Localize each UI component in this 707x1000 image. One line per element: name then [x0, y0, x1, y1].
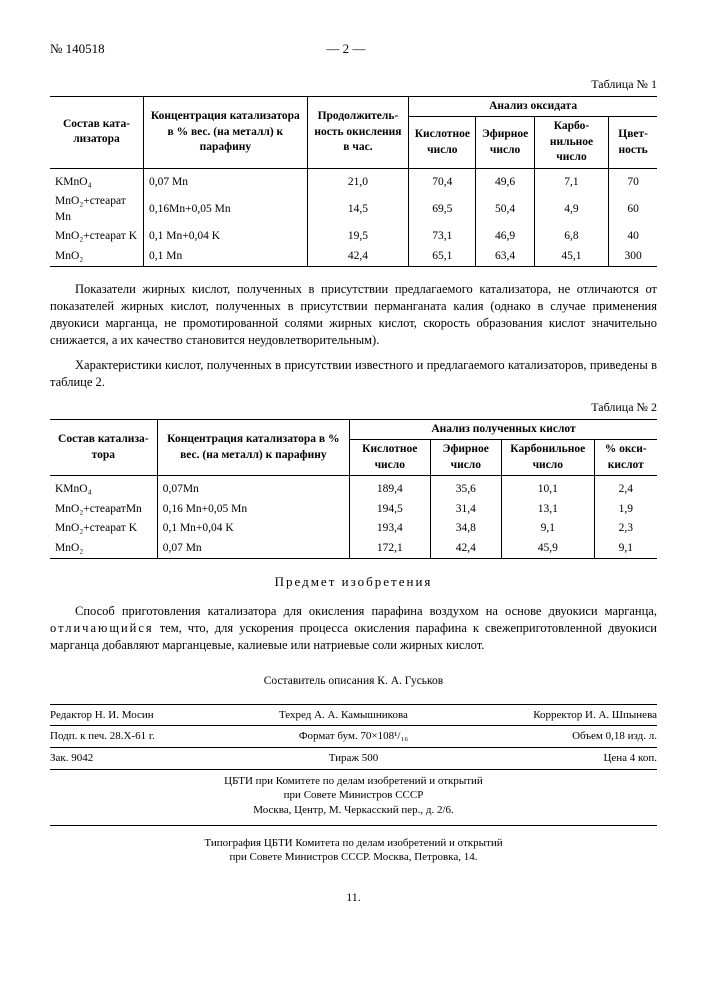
- typography-block: Типография ЦБТИ Комитета по делам изобре…: [50, 836, 657, 865]
- imprint-date: Подп. к печ. 28.X-61 г.: [50, 729, 252, 744]
- org-line-3: Москва, Центр, М. Черкасский пер., д. 2/…: [50, 803, 657, 817]
- typo-line-2: при Совете Министров СССР. Москва, Петро…: [50, 850, 657, 864]
- table-row: KMnO₄ 0,07Mn 189,4 35,6 10,1 2,4: [50, 476, 657, 500]
- t1-h-g2: Эфир­ное число: [476, 117, 534, 169]
- bottom-page-number: 11.: [50, 889, 657, 905]
- imprint-price: Цена 4 коп.: [455, 751, 657, 766]
- document-number: № 140518: [50, 40, 105, 58]
- table2-label: Таблица № 2: [50, 399, 657, 415]
- t2-h-g2: Эфирное число: [430, 440, 502, 476]
- credits-row: Редактор Н. И. Мосин Техред А. А. Камышн…: [50, 704, 657, 727]
- organization-block: ЦБТИ при Комитете по делам изобретений и…: [50, 774, 657, 817]
- section-title: Предмет изобретения: [50, 573, 657, 591]
- imprint-circulation: Тираж 500: [252, 751, 454, 766]
- claim-emphasis: отличающийся: [50, 621, 154, 635]
- t1-h-c2: Концентрация катализатора в % вес. (на м…: [144, 96, 308, 168]
- page-number: — 2 —: [105, 40, 587, 58]
- table-row: MnO₂+стеарат K 0,1 Mn+0,04 K 19,5 73,1 4…: [50, 227, 657, 247]
- t2-h-c1: Состав катализа­тора: [50, 419, 157, 476]
- t1-h-g1: Кислот­ное число: [409, 117, 476, 169]
- table1-label: Таблица № 1: [50, 76, 657, 92]
- t2-h-g1: Кислотное число: [350, 440, 431, 476]
- table-row: MnO₂ 0,07 Mn 172,1 42,4 45,9 9,1: [50, 539, 657, 559]
- claim-pre: Способ приготовления катализатора для ок…: [75, 604, 657, 618]
- claim-text: Способ приготовления катализатора для ок…: [50, 603, 657, 654]
- table-row: MnO₂+стеарат Mn 0,16Mn+0,05 Mn 14,5 69,5…: [50, 192, 657, 227]
- table-row: KMnO₄ 0,07 Mn 21,0 70,4 49,6 7,1 70: [50, 168, 657, 192]
- editor-credit: Редактор Н. И. Мосин: [50, 708, 154, 723]
- t1-h-g4: Цвет­ность: [609, 117, 657, 169]
- t1-h-c3: Продол­житель­ность окисле­ния в час.: [307, 96, 409, 168]
- compiler-credit: Составитель описания К. А. Гуськов: [50, 674, 657, 690]
- table-row: MnO₂+стеаратMn 0,16 Mn+0,05 Mn 194,5 31,…: [50, 500, 657, 520]
- page-header: № 140518 — 2 —: [50, 40, 657, 58]
- t1-h-grp: Анализ оксидата: [409, 96, 657, 117]
- table-1: Состав ката­лизатора Концентрация катали…: [50, 96, 657, 268]
- imprint-order: Зак. 9042: [50, 751, 252, 766]
- t2-h-c2: Концентрация катализатора в % вес. (на м…: [157, 419, 349, 476]
- t2-h-grp: Анализ полученных кислот: [350, 419, 657, 440]
- org-line-2: при Совете Министров СССР: [50, 788, 657, 802]
- paragraph-2: Характеристики кислот, полученных в прис…: [50, 357, 657, 391]
- table-2: Состав катализа­тора Концентрация катали…: [50, 419, 657, 560]
- table-row: MnO₂+стеарат K 0,1 Mn+0,04 K 193,4 34,8 …: [50, 519, 657, 539]
- proofreader-credit: Корректор И. А. Шпынева: [533, 708, 657, 723]
- org-line-1: ЦБТИ при Комитете по делам изобретений и…: [50, 774, 657, 788]
- imprint-volume: Объем 0,18 изд. л.: [455, 729, 657, 744]
- t2-h-g3: Карбониль­ное число: [502, 440, 594, 476]
- table-row: MnO₂ 0,1 Mn 42,4 65,1 63,4 45,1 300: [50, 247, 657, 267]
- t1-h-c1: Состав ката­лизатора: [50, 96, 144, 168]
- paragraph-1: Показатели жирных кислот, полученных в п…: [50, 281, 657, 349]
- t1-h-g3: Карбо­нильное число: [534, 117, 609, 169]
- imprint-format: Формат бум. 70×108¹/₁₆: [252, 729, 454, 744]
- typo-line-1: Типография ЦБТИ Комитета по делам изобре…: [50, 836, 657, 850]
- tech-editor-credit: Техред А. А. Камышникова: [279, 708, 408, 723]
- imprint-row-2: Зак. 9042 Тираж 500 Цена 4 коп.: [50, 748, 657, 770]
- t2-h-g4: % окси­кислот: [594, 440, 657, 476]
- imprint-row: Подп. к печ. 28.X-61 г. Формат бум. 70×1…: [50, 726, 657, 748]
